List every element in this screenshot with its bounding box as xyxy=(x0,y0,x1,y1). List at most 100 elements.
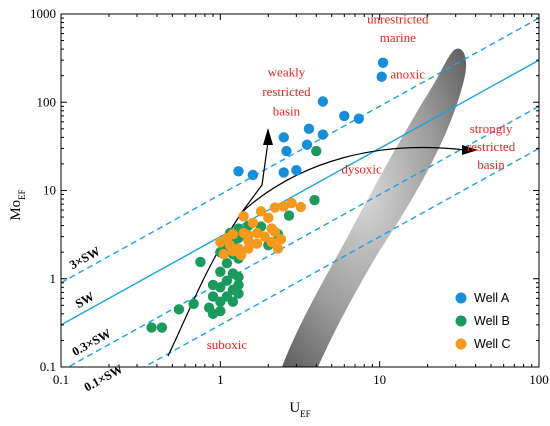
strong-restriction-arrow xyxy=(241,146,466,213)
data-point-well-b xyxy=(195,256,206,268)
y-tick-label: 0.1 xyxy=(40,359,56,374)
weak-restriction-arrow xyxy=(241,141,269,213)
data-point-well-a xyxy=(376,71,387,82)
arrowhead xyxy=(462,145,478,155)
data-point-well-a xyxy=(317,129,329,140)
data-point-well-c xyxy=(215,236,226,248)
data-point-well-c xyxy=(295,201,307,213)
data-point-well-a xyxy=(278,132,289,143)
band-clip-group xyxy=(282,48,467,367)
data-point-well-c xyxy=(251,238,263,249)
region-label: restricted xyxy=(262,84,311,99)
axes-layer xyxy=(60,13,540,368)
data-point-well-b xyxy=(309,194,320,206)
legend-label: Well C xyxy=(474,337,511,351)
data-point-well-c xyxy=(251,227,263,239)
reference-line xyxy=(61,59,539,326)
data-point-well-c xyxy=(227,246,239,257)
data-point-well-c xyxy=(263,212,274,224)
x-tick-label: 100 xyxy=(529,372,549,387)
y-tick-label: 10 xyxy=(43,183,56,198)
data-point-well-a xyxy=(353,113,365,124)
redox-band xyxy=(282,48,467,367)
data-point-well-b xyxy=(233,288,244,299)
reference-lines-group xyxy=(61,17,539,367)
data-point-well-b xyxy=(215,305,226,317)
region-label: anoxic xyxy=(390,67,425,82)
x-tick-label: 10 xyxy=(373,372,386,387)
data-point-well-c xyxy=(238,211,249,222)
reference-line-label: 0.1×SW xyxy=(82,361,126,394)
data-point-well-a xyxy=(233,166,244,177)
x-tick-label: 1 xyxy=(217,372,224,387)
data-point-well-b xyxy=(311,145,322,157)
data-point-well-c xyxy=(266,236,277,248)
data-point-well-b xyxy=(146,322,157,333)
data-point-well-c xyxy=(286,197,297,209)
data-point-well-c xyxy=(218,248,229,260)
data-point-well-b xyxy=(215,282,226,293)
redox-band-layer xyxy=(282,48,467,367)
region-label: suboxic xyxy=(207,337,248,352)
data-point-well-b xyxy=(221,275,233,286)
data-point-well-a xyxy=(301,139,313,150)
legend-marker xyxy=(455,292,467,304)
data-point-well-a xyxy=(317,96,329,107)
data-point-well-a xyxy=(303,123,315,135)
data-point-well-c xyxy=(235,249,247,261)
region-label: strongly xyxy=(470,121,513,136)
reference-line-label: 3×SW xyxy=(67,244,103,272)
data-point-well-b xyxy=(215,266,226,277)
reference-lines-layer xyxy=(61,17,539,367)
data-point-well-c xyxy=(227,228,239,240)
legend-label: Well B xyxy=(474,314,510,328)
y-axis-title: MoEF xyxy=(8,189,27,220)
data-point-well-b xyxy=(227,296,239,307)
data-point-well-a xyxy=(377,57,389,68)
data-points-layer xyxy=(146,57,389,333)
data-point-well-c xyxy=(247,217,259,229)
data-point-well-b xyxy=(156,322,168,333)
data-point-well-a xyxy=(281,145,292,157)
data-point-well-c xyxy=(275,234,287,245)
data-point-well-c xyxy=(278,201,289,212)
data-point-well-b xyxy=(221,258,233,269)
region-label: unrestricted xyxy=(367,12,429,27)
data-point-well-b xyxy=(233,279,244,291)
data-point-well-c xyxy=(269,226,281,238)
data-point-well-b xyxy=(283,210,295,221)
region-label: dysoxic xyxy=(341,162,382,177)
reference-line xyxy=(66,105,539,367)
data-point-well-a xyxy=(278,167,289,178)
data-point-well-c xyxy=(269,202,281,213)
region-label: weakly xyxy=(268,65,306,80)
data-point-well-b xyxy=(173,304,185,315)
x-axis-title: UEF xyxy=(289,400,310,419)
arrowhead xyxy=(263,128,273,145)
region-label: restricted xyxy=(467,139,516,154)
y-tick-label: 1 xyxy=(50,271,57,286)
data-point-well-c xyxy=(255,206,267,217)
y-tick-label: 1000 xyxy=(30,6,56,21)
data-point-well-a xyxy=(247,169,259,181)
data-point-well-b xyxy=(233,271,244,283)
data-point-well-c xyxy=(243,243,254,254)
legend-label: Well A xyxy=(474,291,510,305)
data-point-well-b xyxy=(207,291,219,302)
reference-line xyxy=(61,17,539,284)
region-label: basin xyxy=(273,103,301,118)
legend-marker xyxy=(455,338,467,350)
legend-marker xyxy=(455,315,467,327)
data-point-well-a xyxy=(339,110,350,122)
data-point-well-c xyxy=(243,235,254,246)
region-label: marine xyxy=(380,30,416,45)
data-point-well-a xyxy=(291,164,302,176)
region-label: basin xyxy=(477,157,505,172)
x-tick-label: 0.1 xyxy=(53,372,69,387)
reference-line xyxy=(142,147,539,367)
data-point-well-b xyxy=(188,298,199,310)
legend: Well A Well B Well C xyxy=(455,291,511,351)
data-point-well-c xyxy=(272,243,284,254)
y-tick-label: 100 xyxy=(37,94,57,109)
